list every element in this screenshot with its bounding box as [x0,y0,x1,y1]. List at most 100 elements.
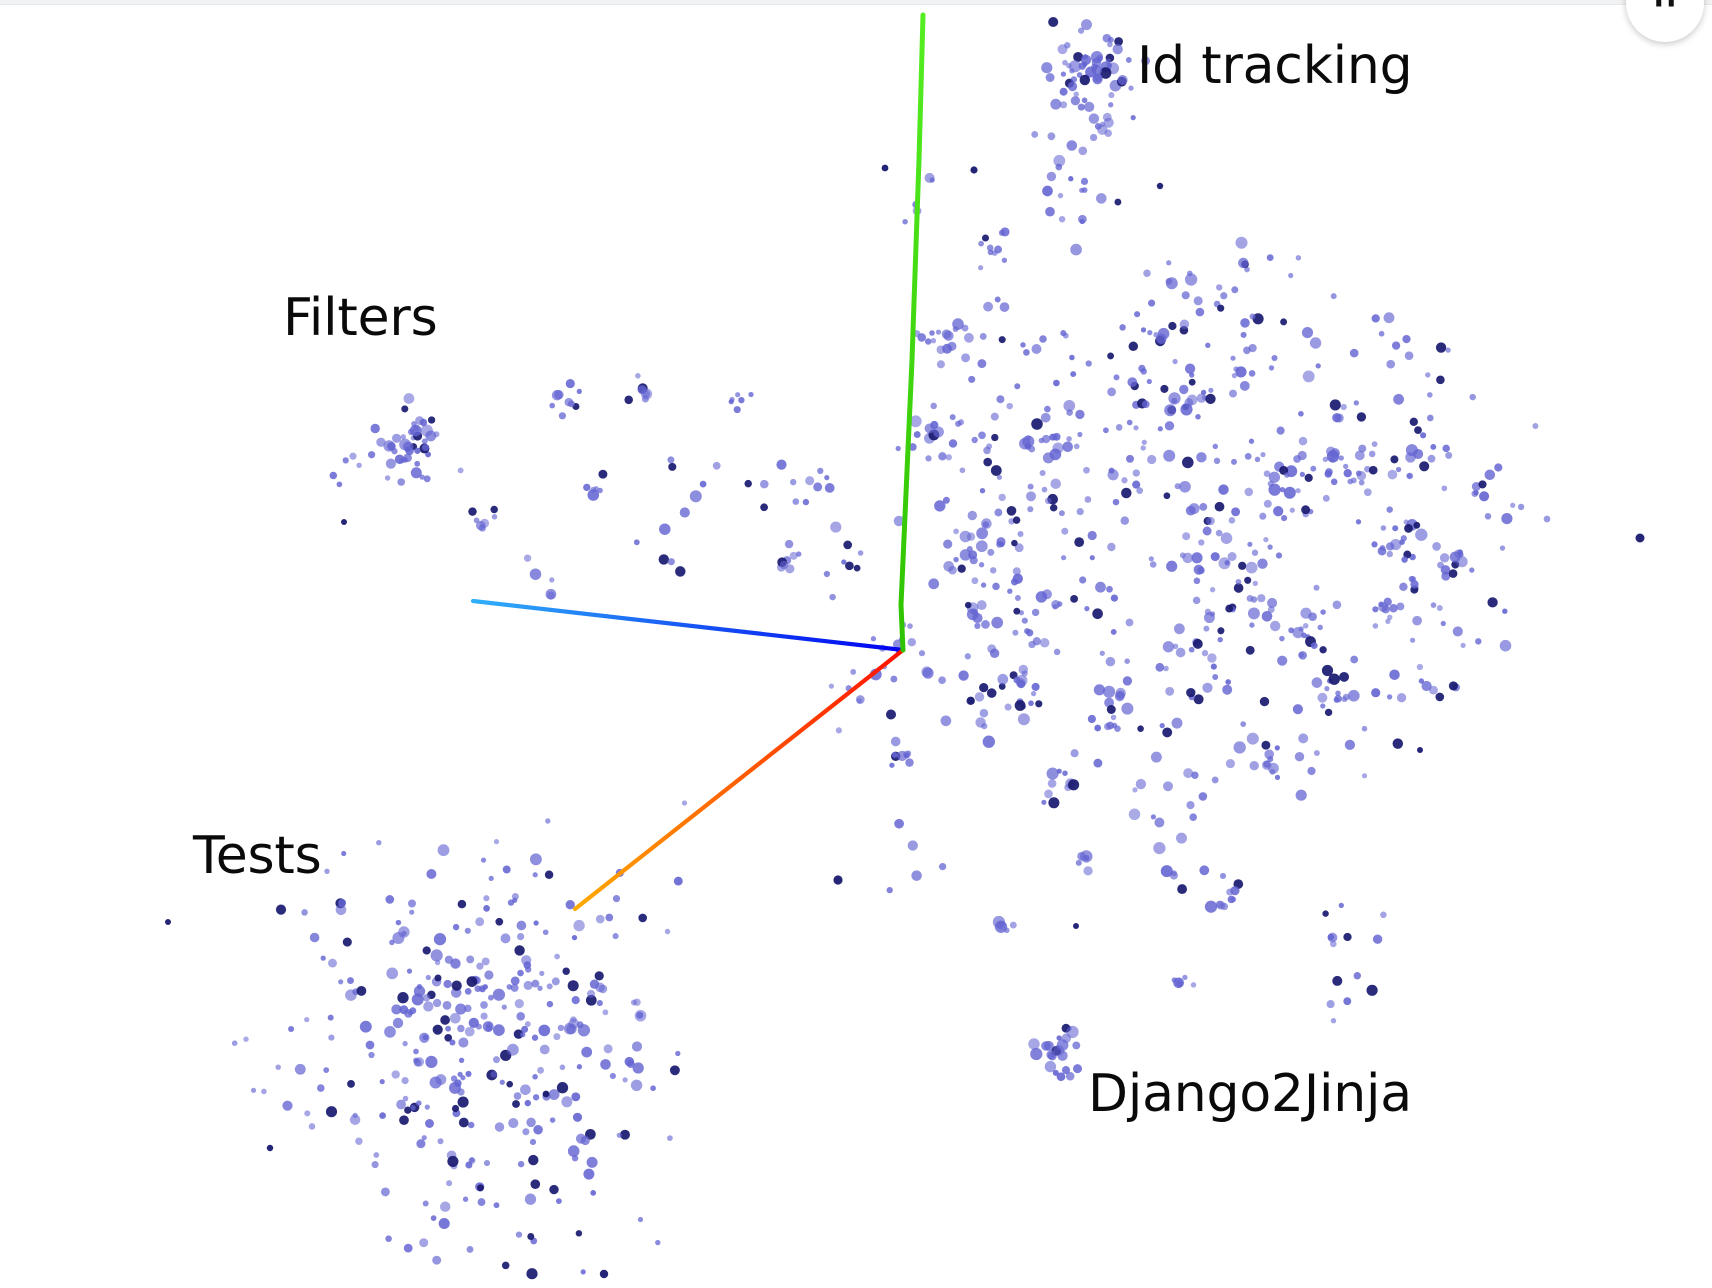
data-point [1011,539,1018,547]
data-point [444,955,454,964]
data-point [559,1064,566,1071]
data-point [1268,471,1281,483]
data-point [991,433,999,442]
cluster-label-filters: Filters [283,288,438,348]
data-point [475,917,485,927]
data-point [466,1245,474,1253]
data-point [483,1160,491,1167]
data-point [567,400,575,408]
data-point [1108,36,1114,43]
data-point [576,388,582,394]
data-point [890,736,901,747]
data-point [421,443,430,452]
data-point [320,955,326,961]
data-point [929,177,935,183]
data-point [712,461,721,470]
data-point [940,715,952,727]
data-point [1070,371,1077,378]
data-point [1068,779,1080,791]
data-point [402,1095,409,1102]
data-point [1180,403,1193,416]
data-point [1124,658,1130,664]
data-point [1073,91,1079,97]
data-point [464,927,471,934]
data-point [638,913,648,923]
data-point [440,1015,450,1025]
data-point [1160,865,1173,878]
data-point [510,976,520,986]
data-point [399,1115,409,1126]
data-point [784,539,794,549]
data-point [275,904,287,915]
data-point [908,443,917,451]
data-point [1105,656,1116,667]
data-point [978,240,984,247]
data-point [421,438,428,445]
data-point [586,1156,598,1168]
data-point [1371,441,1378,447]
data-point [1085,360,1092,367]
data-point [1108,102,1114,108]
data-point [594,971,604,981]
data-point [631,1041,643,1052]
data-point [1023,349,1030,356]
data-point [231,1040,238,1046]
data-point [934,500,946,512]
data-point [549,577,555,583]
data-point [425,1119,434,1128]
data-point [958,670,969,681]
data-point [1114,198,1122,206]
data-point [1244,487,1254,497]
data-point [1473,490,1479,496]
data-point [1021,617,1028,624]
data-point [1532,423,1539,429]
data-point [779,560,789,570]
data-point [401,1077,409,1085]
data-point [1132,480,1141,489]
data-point [789,551,798,560]
data-point [1155,662,1165,672]
data-point [957,564,966,573]
data-point [1292,627,1304,639]
data-point [616,1132,622,1138]
data-point [1293,455,1301,463]
top-strip [0,0,1712,5]
data-point [336,481,343,488]
data-point [549,1117,556,1123]
data-point [855,695,865,704]
data-point [1406,472,1414,480]
data-point [304,1110,311,1117]
data-point [633,539,640,546]
data-point [413,1057,419,1064]
data-point [437,844,450,857]
data-point [1430,602,1437,608]
data-point [1128,808,1141,821]
data-point [1215,529,1223,537]
data-point [1501,513,1513,525]
data-point [1390,455,1399,464]
data-point [970,166,978,174]
data-point [1096,193,1107,204]
data-point [1075,409,1085,420]
data-point [1349,348,1359,358]
data-point [1041,799,1047,805]
data-point [1044,789,1053,799]
data-point [243,1036,249,1042]
data-point [1104,722,1112,731]
data-point [1437,561,1444,569]
data-point [921,666,933,678]
data-point [964,653,971,660]
data-point [630,999,637,1006]
data-point [1274,774,1281,781]
data-point [400,434,406,440]
data-point [450,958,461,969]
data-point [432,1024,443,1035]
data-point [1165,686,1175,696]
data-point [1416,663,1424,671]
data-point [329,471,338,480]
data-point [558,412,567,420]
data-point [1073,923,1079,929]
data-point [1192,596,1201,605]
data-point [1031,130,1039,138]
